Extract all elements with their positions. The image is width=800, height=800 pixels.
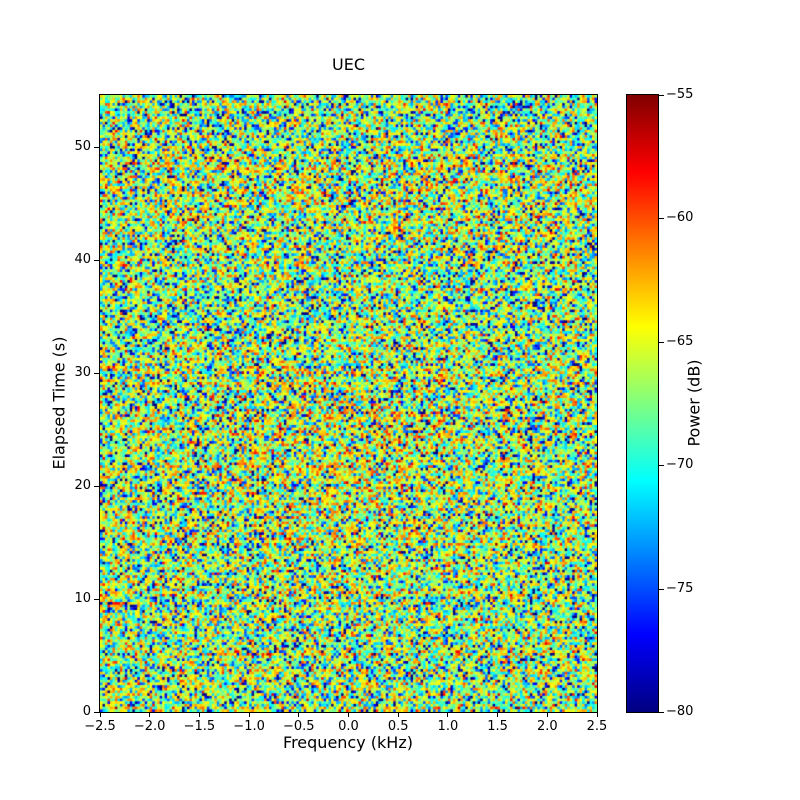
colorbar-tick-label: −60 [666,210,694,226]
colorbar-tick-label: −70 [666,457,694,473]
x-tick-mark [397,713,399,717]
colorbar-tick-label: −55 [666,87,694,102]
x-tick-mark [198,713,200,717]
spectrogram-heatmap [100,95,597,712]
plot-area [99,94,598,713]
x-tick-label: 2.0 [536,719,558,734]
x-tick-mark [298,713,300,717]
x-tick-mark [149,713,151,717]
x-tick-label: 1.5 [487,719,508,734]
plot-title: UEC [332,54,365,74]
x-tick-mark [99,713,101,717]
y-axis-label: Elapsed Time (s) [49,336,69,470]
x-tick-mark [497,713,499,717]
x-tick-label: −2.5 [84,719,116,734]
y-tick-label: 50 [74,138,91,154]
x-tick-label: 0.0 [338,719,359,734]
y-tick-label: 40 [74,251,91,267]
colorbar-tick-label: −75 [666,580,694,596]
x-tick-mark [546,713,548,717]
y-tick-mark [94,712,99,713]
x-tick-mark [348,713,349,717]
colorbar-tick-mark [659,588,664,590]
colorbar-tick-mark [659,341,664,343]
y-tick-label: 30 [74,364,91,380]
colorbar-tick-label: −65 [666,333,694,349]
colorbar-tick-mark [659,712,664,713]
x-tick-mark [248,713,250,717]
y-tick-mark [94,485,99,487]
colorbar-tick-label: −80 [666,704,694,719]
y-tick-mark [94,146,99,148]
colorbar-tick-mark [659,218,664,220]
x-tick-label: 2.5 [586,719,608,734]
colorbar-tick-mark [659,465,664,467]
x-tick-label: −2.0 [133,719,166,734]
x-tick-mark [447,713,449,717]
x-tick-label: 0.5 [387,719,409,734]
colorbar [626,94,659,713]
x-tick-label: −0.5 [283,719,315,734]
colorbar-label: Power (dB) [684,359,704,447]
y-tick-label: 20 [74,477,91,493]
colorbar-tick-mark [659,95,664,96]
y-tick-mark [94,372,99,374]
x-tick-label: 1.0 [437,719,459,734]
colorbar-gradient [627,95,658,712]
x-tick-label: −1.5 [183,719,216,734]
x-tick-mark [596,713,598,717]
y-tick-mark [94,598,99,600]
y-tick-label: 0 [82,704,91,719]
y-tick-mark [94,259,99,261]
y-tick-label: 10 [74,590,91,606]
x-axis-label: Frequency (kHz) [283,733,413,752]
x-tick-label: −1.0 [233,719,265,734]
